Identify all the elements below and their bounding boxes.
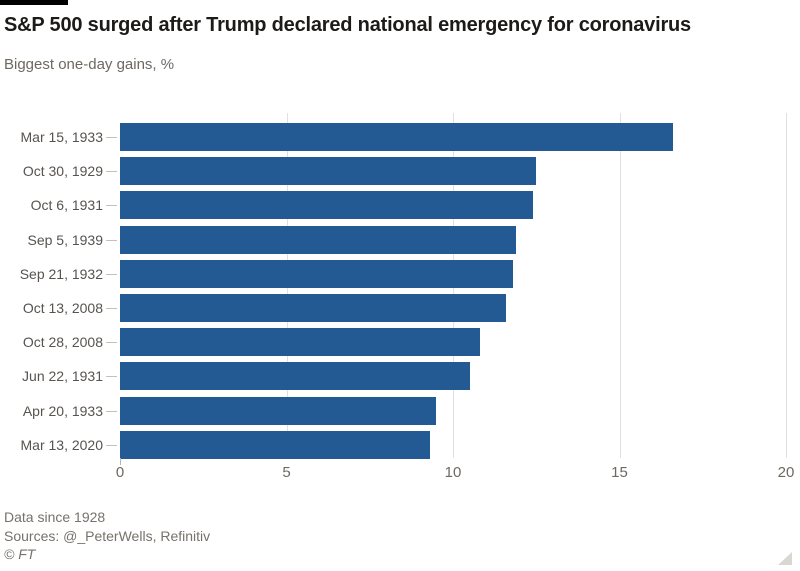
bar xyxy=(120,328,480,357)
bar-track xyxy=(120,157,786,186)
category-label: Oct 13, 2008 xyxy=(22,300,103,316)
x-tick-label: 10 xyxy=(444,464,462,481)
x-axis-zero-tick xyxy=(119,458,121,465)
category-tick xyxy=(106,137,117,138)
bar-row: Apr 20, 1933 xyxy=(0,396,800,425)
category-tick xyxy=(106,171,117,173)
bar-row: Oct 28, 2008 xyxy=(0,328,800,357)
bar-track xyxy=(120,123,786,151)
bar-rows: Mar 15, 1933 Oct 30, 1929 Oct 6, 1931 Sep 5… xyxy=(0,123,800,465)
bar xyxy=(120,396,437,425)
category-label: Oct 30, 1929 xyxy=(22,163,103,180)
category-label: Apr 20, 1933 xyxy=(22,402,103,419)
chart-title: S&P 500 surged after Trump declared nati… xyxy=(4,14,691,36)
category-label: Oct 28, 2008 xyxy=(22,334,103,351)
bar-row: Mar 13, 2020 xyxy=(0,430,800,459)
footer-note: Data since 1928 xyxy=(4,509,106,525)
bar-row: Oct 30, 1929 xyxy=(0,157,800,186)
gridline-20 xyxy=(786,113,787,458)
bar-track xyxy=(120,294,786,322)
bar-row: Oct 13, 2008 xyxy=(0,294,800,322)
category-tick xyxy=(106,376,117,378)
x-tick-label: 20 xyxy=(777,464,795,481)
x-tick-label: 0 xyxy=(115,464,125,481)
footer-copyright: © FT xyxy=(4,546,36,562)
category-tick xyxy=(106,239,117,241)
x-tick-label: 15 xyxy=(611,464,628,481)
category-tick xyxy=(106,273,117,275)
bar-track xyxy=(120,396,786,425)
category-tick xyxy=(106,205,117,207)
bar xyxy=(120,362,470,391)
category-label: Sep 5, 1939 xyxy=(27,231,103,248)
bar xyxy=(120,157,537,186)
chart-subtitle: Biggest one-day gains, % xyxy=(4,56,175,73)
category-tick xyxy=(106,444,117,446)
bar xyxy=(120,259,513,288)
gridline-15 xyxy=(619,113,621,458)
category-tick xyxy=(106,308,117,309)
chart-footer: Data since 1928 Sources: @_PeterWells, R… xyxy=(4,508,210,564)
x-tick-label: 5 xyxy=(282,464,291,481)
bar xyxy=(120,430,430,459)
bar-track xyxy=(120,430,786,459)
bar xyxy=(120,191,533,220)
category-label: Mar 15, 1933 xyxy=(20,129,104,145)
bar xyxy=(120,294,507,322)
bar-row: Sep 21, 1932 xyxy=(0,259,800,288)
bar xyxy=(120,225,517,254)
category-label: Mar 13, 2020 xyxy=(20,436,104,453)
bar xyxy=(120,123,673,151)
bar-track xyxy=(120,225,786,254)
bar-row: Oct 6, 1931 xyxy=(0,191,800,220)
bar-track xyxy=(120,191,786,220)
bar-row: Jun 22, 1931 xyxy=(0,362,800,391)
ft-top-rule xyxy=(0,0,68,5)
bar-track xyxy=(120,362,786,391)
category-label: Jun 22, 1931 xyxy=(22,368,103,385)
category-tick xyxy=(106,410,117,412)
footer-sources: Sources: @_PeterWells, Refinitiv xyxy=(4,527,211,544)
category-label: Oct 6, 1931 xyxy=(30,197,103,214)
resize-handle-icon[interactable] xyxy=(778,552,792,565)
category-tick xyxy=(106,342,117,344)
bar-track xyxy=(120,328,786,357)
bar-track xyxy=(120,259,786,288)
bar-row: Sep 5, 1939 xyxy=(0,225,800,254)
bar-row: Mar 15, 1933 xyxy=(0,123,800,151)
category-label: Sep 21, 1932 xyxy=(19,265,103,282)
x-axis: 0 5 10 15 20 xyxy=(116,464,795,482)
